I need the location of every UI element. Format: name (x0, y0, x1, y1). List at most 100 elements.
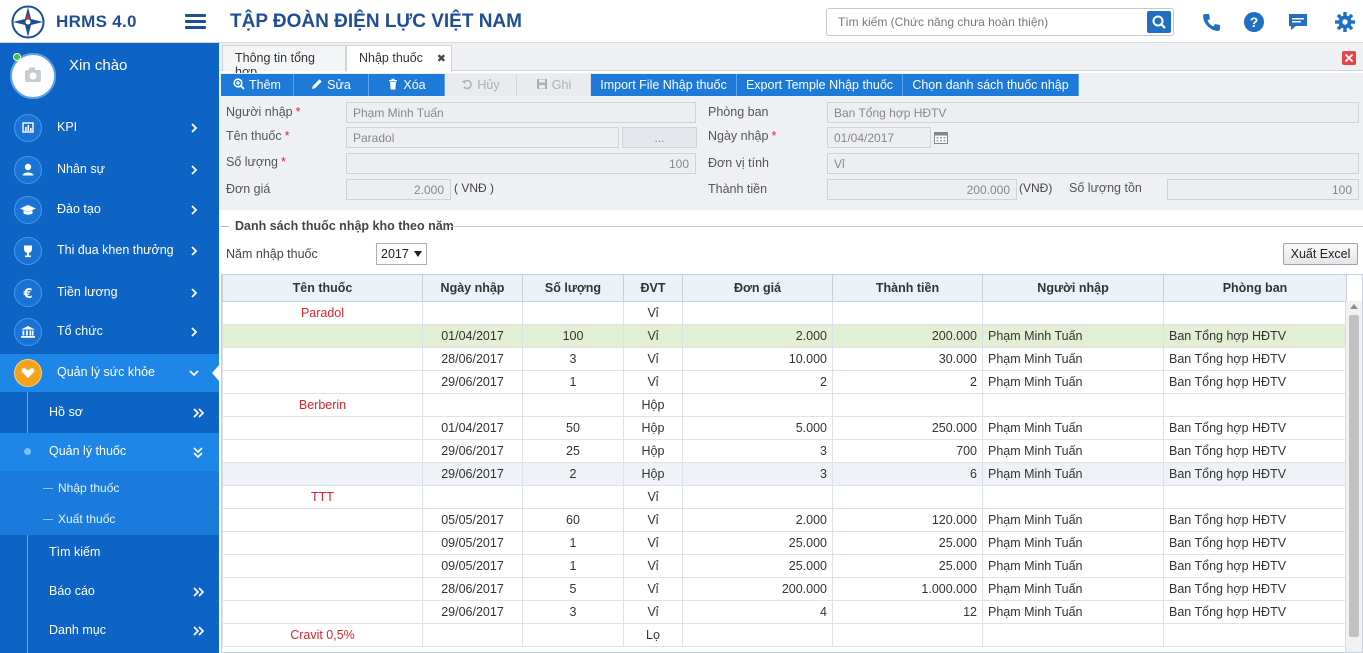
table-row[interactable]: 29/06/2017 25 Hộp 3 700 Phạm Minh Tuấn Ban Tổn… (222, 438, 1347, 463)
stock-field[interactable]: 100 (1167, 179, 1359, 200)
price-cell: 2.000 (682, 507, 833, 532)
search-button[interactable] (1147, 11, 1171, 33)
quantity-cell: 60 (522, 507, 624, 532)
menu-toggle-button[interactable] (178, 9, 212, 35)
price-cell: 2.000 (682, 323, 833, 348)
column-header[interactable]: Đơn giá (682, 275, 833, 302)
sidebar-item-export-medicine[interactable]: Xuất thuốc (0, 504, 219, 534)
date-cell: 01/04/2017 (422, 323, 523, 348)
group-row[interactable]: Berberin Hộp (222, 392, 1347, 417)
search-input[interactable] (827, 9, 1145, 35)
column-header[interactable]: Người nhập (982, 275, 1164, 302)
tab-import-medicine[interactable]: Nhập thuốc ✖ (346, 45, 452, 72)
save-button[interactable]: Ghi (517, 74, 591, 96)
camera-icon (25, 67, 41, 82)
medicine-table: Tên thuốc Ngày nhập Số lượng ĐVT Đơn giá… (221, 274, 1363, 653)
help-icon[interactable]: ? (1243, 11, 1265, 33)
import-file-button[interactable]: Import File Nhập thuốc (591, 74, 737, 96)
department-field[interactable]: Ban Tổng hợp HĐTV (827, 102, 1359, 123)
sidebar-item-salary[interactable]: € Tiền lương (0, 274, 219, 312)
group-row[interactable]: Cravit 0,5% Lọ (222, 622, 1347, 647)
drug-name-cell: Paradol (222, 300, 423, 325)
column-header[interactable]: ĐVT (623, 275, 683, 302)
browse-drug-button[interactable]: ... (622, 127, 697, 148)
table-row[interactable]: 28/06/2017 3 Vỉ 10.000 30.000 Phạm Minh Tuấn B… (222, 346, 1347, 371)
close-icon[interactable]: ✖ (436, 53, 446, 65)
vertical-scrollbar[interactable] (1345, 301, 1362, 652)
double-chevron-down-icon (193, 447, 203, 459)
sidebar-item-import-medicine[interactable]: Nhập thuốc (0, 473, 219, 503)
column-header[interactable]: Thành tiền (832, 275, 983, 302)
column-header[interactable]: Tên thuốc (222, 275, 423, 302)
department-cell: Ban Tổng hợp HĐTV (1163, 323, 1347, 348)
delete-button[interactable]: Xóa (369, 74, 445, 96)
search-box (826, 8, 1174, 36)
year-select[interactable]: 2017 (376, 243, 427, 265)
department-cell: Ban Tổng hợp HĐTV (1163, 438, 1347, 463)
table-row[interactable]: 09/05/2017 1 Vỉ 25.000 25.000 Phạm Minh Tuấn B… (222, 530, 1347, 555)
sidebar-item-health[interactable]: Quản lý sức khỏe (0, 354, 219, 392)
settings-icon[interactable] (1334, 11, 1356, 33)
scrollbar-thumb[interactable] (1349, 315, 1359, 637)
table-row[interactable]: 05/05/2017 60 Vỉ 2.000 120.000 Phạm Minh Tuấn… (222, 507, 1347, 532)
quantity-field[interactable]: 100 (346, 153, 696, 174)
scroll-up-icon[interactable] (1350, 304, 1358, 309)
sidebar-item-reports[interactable]: Báo cáo (0, 573, 219, 611)
tab-summary[interactable]: Thông tin tổng hợp (222, 45, 346, 79)
unit-cell: Vỉ (623, 507, 683, 532)
export-template-label: Export Temple Nhập thuốc (745, 78, 894, 92)
sidebar-item-label: Quản lý thuốc (49, 444, 127, 458)
unit-field[interactable]: Vỉ (827, 153, 1359, 174)
date-field[interactable]: 01/04/2017 (827, 127, 931, 148)
table-row[interactable]: 28/06/2017 5 Vỉ 200.000 1.000.000 Phạm Minh T… (222, 576, 1347, 601)
double-chevron-right-icon (193, 587, 205, 597)
sidebar-item-emulation[interactable]: Thi đua khen thưởng (0, 232, 219, 270)
sidebar-item-organization[interactable]: Tổ chức (0, 313, 219, 351)
calendar-icon[interactable] (933, 130, 949, 145)
sidebar-item-label: Quản lý sức khỏe (57, 365, 155, 379)
add-button[interactable]: Thêm (221, 74, 294, 96)
sidebar-item-medicine[interactable]: Quản lý thuốc (0, 433, 219, 471)
empty-cell (682, 622, 833, 647)
sidebar-item-search[interactable]: Tìm kiếm (0, 534, 219, 572)
drug-name-cell: TTT (222, 484, 423, 509)
group-row[interactable]: Paradol Vỉ (222, 300, 1347, 325)
table-row[interactable]: 29/06/2017 3 Vỉ 4 12 Phạm Minh Tuấn Ban Tổng h… (222, 599, 1347, 624)
choose-list-button[interactable]: Chọn danh sách thuốc nhập (903, 74, 1079, 96)
cancel-button[interactable]: Hủy (445, 74, 517, 96)
sidebar-item-catalog[interactable]: Danh mục (0, 612, 219, 650)
column-header[interactable]: Phòng ban (1163, 275, 1347, 302)
date-cell: 29/06/2017 (422, 438, 523, 463)
empty-cell (222, 415, 423, 440)
column-header[interactable]: Ngày nhập (422, 275, 523, 302)
close-all-tabs-button[interactable] (1342, 51, 1356, 65)
chat-icon[interactable] (1287, 11, 1309, 33)
empty-cell (222, 553, 423, 578)
sidebar-item-kpi[interactable]: KPI (0, 109, 219, 147)
trash-icon (389, 78, 398, 90)
phone-icon[interactable] (1200, 11, 1222, 33)
group-row[interactable]: TTT Vỉ (222, 484, 1347, 509)
sidebar-item-hr[interactable]: Nhân sự (0, 151, 219, 189)
table-row[interactable]: 01/04/2017 100 Vỉ 2.000 200.000 Phạm Minh Tuấ… (222, 323, 1347, 348)
sidebar-item-records[interactable]: Hồ sơ (0, 394, 219, 432)
table-row[interactable]: 29/06/2017 2 Hộp 3 6 Phạm Minh Tuấn Ban Tổng h… (222, 461, 1347, 486)
table-row[interactable]: 01/04/2017 50 Hộp 5.000 250.000 Phạm Minh Tuấ… (222, 415, 1347, 440)
table-row[interactable]: 09/05/2017 1 Vỉ 25.000 25.000 Phạm Minh Tuấn B… (222, 553, 1347, 578)
table-row[interactable]: 29/06/2017 1 Vỉ 2 2 Phạm Minh Tuấn Ban Tổng hợ… (222, 369, 1347, 394)
sidebar-item-training[interactable]: Đào tạo (0, 191, 219, 229)
evn-logo-icon (11, 5, 45, 39)
edit-button[interactable]: Sửa (294, 74, 369, 96)
importer-label: Người nhập * (226, 105, 301, 119)
caret-down-icon (414, 251, 422, 257)
price-field[interactable]: 2.000 (346, 179, 451, 200)
export-template-button[interactable]: Export Temple Nhập thuốc (737, 74, 903, 96)
date-cell: 09/05/2017 (422, 553, 523, 578)
export-excel-button[interactable]: Xuất Excel (1283, 243, 1358, 265)
column-header[interactable]: Số lượng (522, 275, 624, 302)
quantity-cell: 1 (522, 530, 624, 555)
drug-name-field[interactable]: Paradol (346, 127, 619, 148)
total-field[interactable]: 200.000 (827, 179, 1017, 200)
top-header: HRMS 4.0 TẬP ĐOÀN ĐIỆN LỰC VIỆT NAM ? (0, 0, 1363, 43)
importer-field[interactable]: Phạm Minh Tuấn (346, 102, 696, 123)
